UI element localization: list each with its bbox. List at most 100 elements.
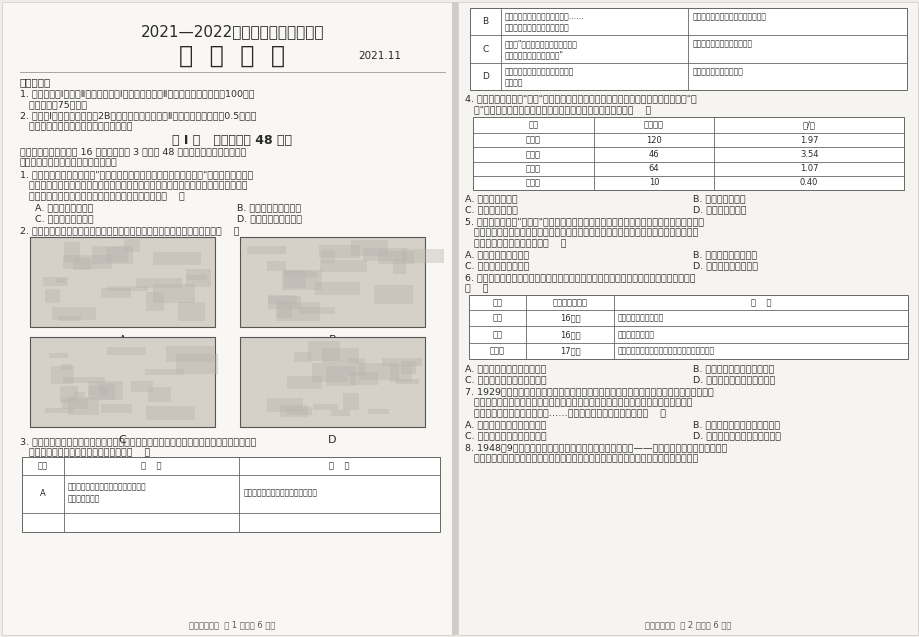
Text: 客户侵占主户田宅为己有: 客户侵占主户田宅为己有	[692, 67, 743, 76]
Text: 1.07: 1.07	[799, 164, 818, 173]
Bar	[99, 383, 115, 400]
Text: D: D	[482, 72, 488, 81]
Bar	[30, 337, 215, 427]
Text: 考试时间为75分钟。: 考试时间为75分钟。	[20, 101, 87, 110]
Bar	[276, 301, 292, 318]
Text: 6. 下面是部分原产美洲的物种向中国传播的情况表。据此推断，明清时期引进美洲的物种: 6. 下面是部分原产美洲的物种向中国传播的情况表。据此推断，明清时期引进美洲的物…	[464, 273, 695, 282]
Text: 64: 64	[648, 164, 659, 173]
Bar	[472, 117, 903, 190]
Bar	[326, 366, 355, 385]
Bar	[101, 404, 131, 413]
Text: D. 民生问题是执政之本: D. 民生问题是执政之本	[237, 215, 302, 224]
Bar	[101, 288, 130, 298]
Bar	[362, 248, 407, 261]
Bar	[106, 247, 128, 262]
Bar	[374, 285, 413, 304]
Bar	[107, 286, 148, 291]
Text: 8. 1948年9月，中国共产党第一个以城市为中心的人民政权——华北人民政府成立，根据《华: 8. 1948年9月，中国共产党第一个以城市为中心的人民政权——华北人民政府成立…	[464, 443, 726, 452]
Text: A. 解决了农业大国的粮食问题: A. 解决了农业大国的粮食问题	[464, 364, 546, 373]
Bar	[396, 379, 418, 384]
Bar	[61, 386, 78, 403]
Text: 项中，只有一项是最符合题目要求的。: 项中，只有一项是最符合题目要求的。	[20, 159, 118, 168]
Text: 评：现在如果推行这样的法令，让杀敌斩首有功的军士做医师和匠人，那么疾病一定不: 评：现在如果推行这样的法令，让杀敌斩首有功的军士做医师和匠人，那么疾病一定不	[20, 182, 247, 190]
Bar	[267, 296, 301, 310]
Bar	[92, 246, 132, 264]
Bar	[368, 409, 389, 414]
Text: 选项: 选项	[38, 461, 48, 471]
Bar	[135, 278, 182, 288]
Text: D: D	[328, 435, 336, 445]
Bar	[343, 393, 359, 410]
Bar	[392, 259, 405, 273]
Text: 丁"一词在《清实录》中出现次数的统计。这直接反映出清代（    ）: 丁"一词在《清实录》中出现次数的统计。这直接反映出清代（ ）	[464, 106, 651, 115]
Bar	[67, 397, 98, 415]
Text: 第 Ⅰ 卷   选择题（共 48 分）: 第 Ⅰ 卷 选择题（共 48 分）	[173, 134, 292, 147]
Bar	[358, 364, 399, 380]
Text: 品种: 品种	[492, 298, 502, 307]
Bar	[320, 251, 335, 262]
Text: 高  二  历  史: 高 二 历 史	[179, 44, 285, 68]
Bar	[314, 282, 360, 295]
Text: 乾隆朝: 乾隆朝	[526, 164, 540, 173]
Text: D. 增加了人们生活的食物来源: D. 增加了人们生活的食物来源	[693, 375, 775, 385]
Text: 租佃关系发展，货币信贷出现: 租佃关系发展，货币信贷出现	[692, 40, 752, 49]
Bar	[176, 354, 218, 373]
Text: 自菲律宾传入中国: 自菲律宾传入中国	[618, 330, 654, 339]
Bar	[130, 382, 153, 392]
Bar	[347, 357, 365, 376]
Bar	[402, 248, 444, 262]
Text: C: C	[119, 435, 126, 445]
Text: 嘉庆朝: 嘉庆朝	[526, 178, 540, 187]
Text: C. 导致了资本主义萌芽的出现: C. 导致了资本主义萌芽的出现	[464, 375, 546, 385]
Text: 一、选择题：本大题共 16 小题，每小题 3 分，共 48 分。在每小题列出的四个选: 一、选择题：本大题共 16 小题，每小题 3 分，共 48 分。在每小题列出的四…	[20, 148, 246, 157]
Text: D. 商品经济的发展: D. 商品经济的发展	[693, 206, 746, 215]
Text: B: B	[482, 17, 488, 26]
Bar	[286, 407, 312, 415]
Bar	[401, 361, 416, 373]
Text: 查工作进行查实。这一方法（    ）: 查工作进行查实。这一方法（ ）	[464, 240, 566, 248]
Text: 结    论: 结 论	[329, 461, 349, 471]
Bar	[62, 376, 105, 383]
Text: B: B	[328, 335, 336, 345]
Text: 北人民政府组织大纲》设立了民政部、司法部、劳动局、财经委员会、法院等工作机构。: 北人民政府组织大纲》设立了民政部、司法部、劳动局、财经委员会、法院等工作机构。	[464, 455, 698, 464]
Text: 2021—2022学年第一学期期中试卷: 2021—2022学年第一学期期中试卷	[141, 24, 323, 39]
Bar	[22, 457, 439, 532]
Bar	[51, 366, 74, 383]
Bar	[308, 341, 340, 361]
Bar	[349, 372, 378, 385]
Text: C. 使监察制度最终完善: C. 使监察制度最终完善	[464, 262, 528, 271]
Bar	[284, 271, 316, 277]
Text: 17世纪: 17世纪	[559, 347, 580, 355]
Bar	[240, 337, 425, 427]
Bar	[323, 348, 359, 362]
Text: 否则处罚；六科（负责监察）包括管属机，要求六部汇报执行情况；最后内阁对六科的稽: 否则处罚；六科（负责监察）包括管属机，要求六部汇报执行情况；最后内阁对六科的稽	[464, 229, 698, 238]
Text: 16世纪: 16世纪	[559, 330, 580, 339]
Text: 传入中国的时间: 传入中国的时间	[552, 298, 587, 307]
Text: A: A	[40, 489, 46, 499]
Bar	[89, 385, 108, 396]
Bar	[351, 240, 388, 257]
Bar	[87, 380, 122, 400]
Text: D. 留学毕业选官与学篮选官并举: D. 留学毕业选官与学篮选官并举	[693, 431, 780, 441]
Text: 高二历史试题  第 1 页（共 6 页）: 高二历史试题 第 1 页（共 6 页）	[189, 620, 276, 629]
Bar	[277, 302, 320, 321]
Text: B. 有效防范了官员贪腐: B. 有效防范了官员贪腐	[693, 250, 757, 259]
Bar	[52, 308, 96, 320]
Bar	[458, 2, 917, 635]
Text: C: C	[482, 45, 488, 54]
Bar	[45, 289, 60, 303]
Bar	[281, 271, 322, 290]
Bar	[64, 242, 80, 262]
Text: 备    注: 备 注	[750, 298, 770, 307]
Bar	[469, 295, 907, 359]
Text: 下五等户并与免: 下五等户并与免	[68, 494, 100, 503]
Bar	[146, 292, 165, 310]
Text: C. 土地制度的变革: C. 土地制度的变革	[464, 206, 517, 215]
Bar	[148, 387, 170, 402]
Text: 0.40: 0.40	[800, 178, 818, 187]
Text: 佃农要"明立要契、平借粮种，及时: 佃农要"明立要契、平借粮种，及时	[504, 40, 577, 49]
Text: 16世纪: 16世纪	[559, 313, 580, 323]
Text: 1.97: 1.97	[799, 136, 818, 145]
Text: 2. 中国古代历朝都非常重视对边疆地区的管理。下列地图中，属于唐朝的是（    ）: 2. 中国古代历朝都非常重视对边疆地区的管理。下列地图中，属于唐朝的是（ ）	[20, 227, 239, 236]
Bar	[390, 365, 412, 382]
